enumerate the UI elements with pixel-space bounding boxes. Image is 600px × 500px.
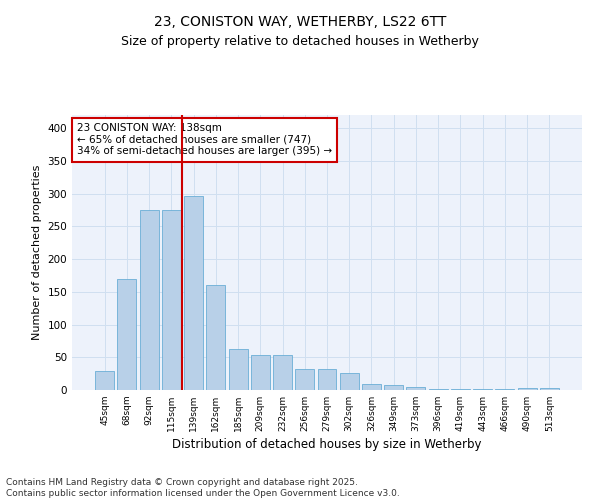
X-axis label: Distribution of detached houses by size in Wetherby: Distribution of detached houses by size …	[172, 438, 482, 451]
Bar	[229, 349, 248, 390]
Bar	[118, 278, 136, 390]
Bar	[540, 388, 559, 390]
Bar	[295, 369, 314, 390]
Bar	[162, 210, 181, 390]
Y-axis label: Number of detached properties: Number of detached properties	[32, 165, 42, 340]
Bar	[518, 388, 536, 390]
Bar	[206, 285, 225, 390]
Text: Contains HM Land Registry data © Crown copyright and database right 2025.
Contai: Contains HM Land Registry data © Crown c…	[6, 478, 400, 498]
Bar	[429, 388, 448, 390]
Text: Size of property relative to detached houses in Wetherby: Size of property relative to detached ho…	[121, 35, 479, 48]
Bar	[251, 354, 270, 390]
Bar	[384, 385, 403, 390]
Bar	[317, 369, 337, 390]
Bar	[362, 384, 381, 390]
Bar	[184, 196, 203, 390]
Bar	[473, 388, 492, 390]
Bar	[140, 210, 158, 390]
Bar	[273, 354, 292, 390]
Bar	[340, 373, 359, 390]
Bar	[406, 386, 425, 390]
Text: 23 CONISTON WAY: 138sqm
← 65% of detached houses are smaller (747)
34% of semi-d: 23 CONISTON WAY: 138sqm ← 65% of detache…	[77, 123, 332, 156]
Bar	[95, 371, 114, 390]
Text: 23, CONISTON WAY, WETHERBY, LS22 6TT: 23, CONISTON WAY, WETHERBY, LS22 6TT	[154, 15, 446, 29]
